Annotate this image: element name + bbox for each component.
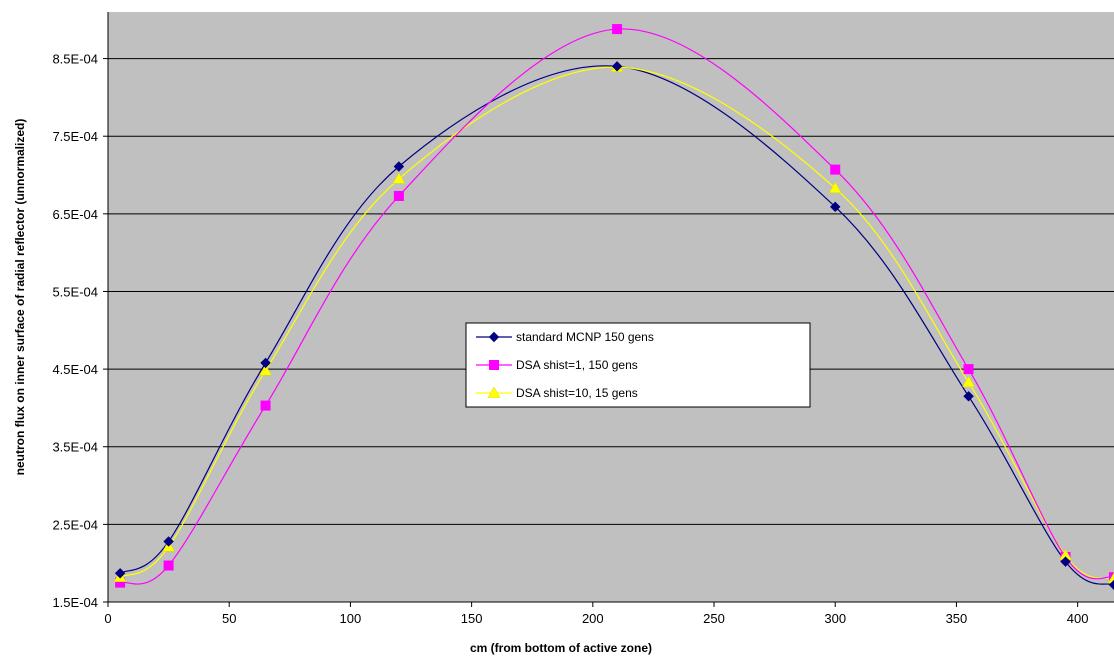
x-tick-label: 300 xyxy=(824,611,846,626)
data-point xyxy=(963,364,974,375)
legend-marker xyxy=(489,360,499,370)
data-point xyxy=(963,391,974,402)
data-point xyxy=(393,161,405,172)
legend-box xyxy=(465,322,811,408)
y-tick-label: 5.5E-04 xyxy=(52,284,98,299)
data-point xyxy=(260,400,271,411)
x-tick-label: 50 xyxy=(222,611,236,626)
data-markers xyxy=(113,24,1114,591)
data-point xyxy=(830,201,841,213)
y-tick-label: 4.5E-04 xyxy=(52,362,98,377)
data-point xyxy=(163,560,174,571)
y-tick-label: 3.5E-04 xyxy=(52,440,98,455)
x-tick-label: 250 xyxy=(703,611,725,626)
legend: standard MCNP 150 gens DSA shist=1, 150 g… xyxy=(465,322,811,408)
axes xyxy=(103,12,1114,607)
data-point xyxy=(114,568,126,579)
plot-area xyxy=(108,12,1114,602)
data-point xyxy=(1060,556,1071,567)
data-point xyxy=(259,364,272,376)
data-point xyxy=(1108,579,1114,591)
y-axis-title: neutron flux on inner surface of radial … xyxy=(13,119,27,476)
y-tick-label: 8.5E-04 xyxy=(52,52,98,67)
data-point xyxy=(830,164,841,175)
x-axis-title: cm (from bottom of active zone) xyxy=(470,641,652,655)
y-tick-label: 7.5E-04 xyxy=(52,129,98,144)
x-tick-labels: 0 50 100 150 200 250 300 350 400 xyxy=(104,611,1088,626)
data-point xyxy=(115,577,126,588)
data-point xyxy=(611,61,623,72)
data-point xyxy=(612,24,623,35)
x-tick-label: 0 xyxy=(104,611,111,626)
x-tick-label: 100 xyxy=(340,611,362,626)
data-point xyxy=(393,190,404,201)
y-tick-label: 2.5E-04 xyxy=(52,517,98,532)
data-point xyxy=(828,181,842,193)
legend-label: standard MCNP 150 gens xyxy=(516,330,654,344)
data-point xyxy=(962,375,975,388)
data-point xyxy=(1107,572,1114,584)
legend-label: DSA shist=10, 15 gens xyxy=(516,386,638,400)
x-tick-label: 150 xyxy=(461,611,483,626)
y-tick-label: 1.5E-04 xyxy=(52,595,98,610)
x-tick-label: 350 xyxy=(946,611,968,626)
legend-label: DSA shist=1, 150 gens xyxy=(516,358,638,372)
y-tick-label: 6.5E-04 xyxy=(52,207,98,222)
legend-marker xyxy=(487,386,501,398)
data-point xyxy=(260,357,271,369)
legend-marker xyxy=(488,331,500,343)
x-tick-label: 400 xyxy=(1067,611,1089,626)
data-point xyxy=(163,536,174,547)
y-tick-labels: 1.5E-04 2.5E-04 3.5E-04 4.5E-04 5.5E-04 6.5E-… xyxy=(52,52,98,610)
x-tick-label: 200 xyxy=(582,611,604,626)
data-point xyxy=(392,172,406,184)
